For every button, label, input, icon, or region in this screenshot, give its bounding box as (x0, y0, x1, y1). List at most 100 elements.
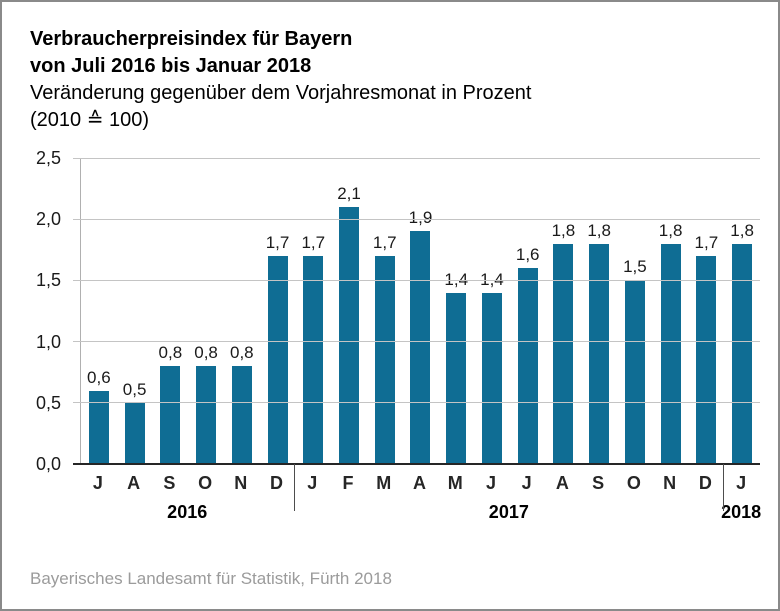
bar-value-label: 1,5 (623, 257, 647, 277)
bar-value-label: 1,4 (480, 269, 504, 289)
gridline (73, 157, 760, 159)
chart-subtitle: Veränderung gegenüber dem Vorjahresmonat… (30, 82, 532, 104)
bar-slot: 1,7 (260, 233, 296, 464)
bar (374, 255, 395, 464)
month-tick-label: J (92, 473, 103, 493)
x-axis-line (73, 463, 760, 465)
bar (88, 390, 109, 464)
month-tick-label: N (663, 473, 677, 493)
chart-title-line-2: von Juli 2016 bis Januar 2018 (30, 55, 312, 77)
y-axis-tick-label: 1,0 (35, 331, 61, 352)
bar-slot: 1,7 (367, 233, 403, 464)
year-label: 2018 (721, 502, 762, 522)
year-label: 2017 (488, 502, 529, 522)
bar-value-label: 1,9 (408, 208, 433, 228)
bar (660, 243, 681, 464)
bar (410, 231, 431, 464)
month-tick-label: A (127, 473, 141, 493)
bar (446, 292, 467, 464)
bar (160, 366, 181, 464)
bar (124, 402, 145, 464)
bar (339, 206, 359, 464)
bar (553, 243, 574, 464)
bar (732, 243, 753, 464)
bar-value-label: 0,8 (229, 343, 254, 363)
month-tick-label: A (555, 473, 569, 493)
bar-value-label: 1,7 (372, 232, 397, 252)
year-separator-line (723, 464, 725, 511)
bar-slot: 1,7 (688, 233, 724, 464)
x-axis-years: 2016 2017 2018 (80, 494, 762, 530)
month-tick-label: J (521, 473, 532, 493)
month-tick-label: O (626, 473, 641, 493)
bar-slot: 1,8 (581, 221, 617, 464)
bar-slot: 0,6 (81, 368, 117, 464)
y-axis-tick-label: 2,5 (35, 148, 61, 168)
bar-value-label: 0,5 (122, 379, 147, 399)
bar-value-label: 1,7 (694, 232, 719, 252)
bar (196, 366, 217, 464)
month-tick-label: A (412, 473, 426, 493)
chart-header: Verbraucherpreisindex für Bayern von Jul… (2, 2, 778, 134)
bar-chart: 0,6 0,5 0,8 0,8 0,8 1,7 1,7 2,1 1,7 1,9 1,4 1,4 1,6 1… (36, 148, 762, 530)
month-tick-label: D (270, 473, 284, 493)
bars-row: 0,6 0,5 0,8 0,8 0,8 1,7 1,7 2,1 1,7 1,9 1,4 1,4 1,6 1… (81, 158, 760, 464)
y-axis-tick-label: 2,0 (35, 209, 61, 230)
month-tick-label: O (198, 473, 213, 493)
bar-value-label: 2,1 (337, 183, 361, 203)
bar-value-label: 1,8 (551, 220, 576, 240)
month-tick-label: J (307, 473, 318, 493)
bar-value-label: 0,6 (87, 367, 111, 387)
bar-slot: 1,4 (474, 270, 510, 464)
bar-slot: 0,8 (152, 343, 188, 464)
month-tick-label: M (376, 473, 392, 493)
month-tick-label: J (736, 473, 747, 493)
bar (303, 255, 324, 464)
month-tick-label: M (447, 473, 463, 493)
bar (231, 366, 252, 464)
bar (589, 243, 610, 464)
month-tick-label: N (234, 473, 248, 493)
month-tick-label: D (698, 473, 712, 493)
plot-area: 0,6 0,5 0,8 0,8 0,8 1,7 1,7 2,1 1,7 1,9 1,4 1,4 1,6 1… (36, 148, 760, 474)
bar (624, 280, 645, 464)
bar-slot: 0,5 (117, 380, 153, 464)
chart-base-year-note: (2010 ≙ 100) (30, 109, 150, 131)
bar-value-label: 0,8 (158, 343, 183, 363)
month-tick-label: F (342, 473, 354, 493)
bar-value-label: 1,7 (265, 232, 290, 252)
gridline (73, 279, 760, 281)
bar (696, 255, 717, 464)
bar-slot: 0,8 (188, 343, 224, 464)
bar-value-label: 1,8 (730, 220, 754, 240)
bar-value-label: 0,8 (194, 343, 218, 363)
bar-slot: 1,6 (510, 245, 546, 464)
bar-slot: 1,8 (724, 221, 760, 464)
gridline (73, 218, 760, 220)
bar-slot: 1,4 (438, 270, 474, 464)
bar-slot: 1,7 (295, 233, 331, 464)
bar-slot: 2,1 (331, 184, 367, 464)
bar-slot: 1,9 (403, 208, 439, 464)
bar-slot: 1,5 (617, 257, 653, 464)
bar (481, 292, 502, 464)
gridline (73, 402, 760, 404)
month-tick-label: J (485, 473, 496, 493)
bar-value-label: 1,6 (515, 245, 540, 265)
bar-value-label: 1,8 (587, 220, 611, 240)
bar-slot: 0,8 (224, 343, 260, 464)
y-axis-tick-label: 0,5 (35, 392, 61, 413)
year-separator-line (294, 464, 296, 511)
year-label: 2016 (167, 502, 208, 522)
bar (267, 255, 288, 464)
month-tick-label: S (163, 473, 176, 493)
bar-value-label: 1,4 (444, 269, 469, 289)
bar-value-label: 1,7 (301, 232, 326, 252)
bar-value-label: 1,8 (658, 220, 683, 240)
month-tick-label: S (592, 473, 605, 493)
source-credit: Bayerisches Landesamt für Statistik, Für… (30, 569, 392, 588)
bar-slot: 1,8 (546, 221, 582, 464)
chart-footer: Bayerisches Landesamt für Statistik, Für… (30, 569, 392, 589)
